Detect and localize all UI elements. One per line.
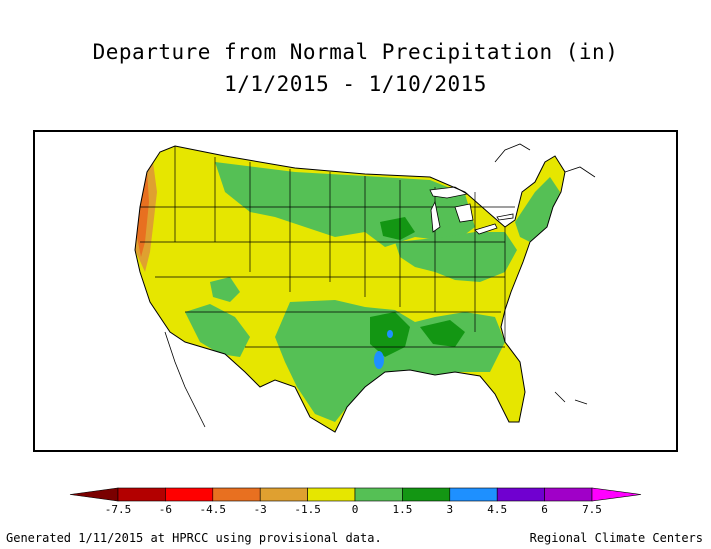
legend-box: [544, 487, 593, 502]
anomaly-fields: [135, 162, 560, 422]
legend-box: [165, 487, 214, 502]
map-title: Departure from Normal Precipitation (in): [92, 40, 619, 64]
great-lakes: [429, 186, 514, 235]
anomaly-region-upper-midwest-dark: [380, 217, 415, 240]
legend-box: [117, 487, 166, 502]
legend-tick-label: 3: [446, 503, 453, 516]
anomaly-region-carolinas-dark: [420, 320, 465, 347]
legend-box: [259, 487, 308, 502]
legend-tick-label: 4.5: [487, 503, 507, 516]
anomaly-spot-arkansas: [387, 330, 393, 338]
legend-box: [307, 487, 356, 502]
map-date-range: 1/1/2015 - 1/10/2015: [224, 72, 487, 96]
precipitation-map: [35, 132, 676, 450]
legend-tick-label: -7.5: [105, 503, 132, 516]
legend-tick-label: -3: [254, 503, 267, 516]
legend-tick-label: -4.5: [200, 503, 227, 516]
legend-arrow-low: [69, 487, 119, 502]
us-outline: [134, 145, 566, 433]
legend-box: [402, 487, 451, 502]
legend-arrow-high: [591, 487, 642, 502]
neighbor-coastlines: [164, 143, 596, 428]
color-legend: -7.5 -6 -4.5 -3 -1.5 0 1.5 3 4.5 6 7.5: [69, 487, 642, 516]
anomaly-region-southwest: [185, 304, 250, 357]
generated-note: Generated 1/11/2015 at HPRCC using provi…: [6, 531, 382, 545]
anomaly-region-ohio-valley: [395, 232, 517, 282]
legend-tick-label: 0: [352, 503, 359, 516]
anomaly-region-rockies: [210, 277, 240, 302]
legend-box: [354, 487, 403, 502]
lake-ontario: [496, 213, 514, 221]
map-frame: [33, 130, 678, 452]
legend-tick-label: -1.5: [294, 503, 321, 516]
anomaly-region-northeast: [515, 177, 560, 242]
lake-huron: [454, 203, 474, 223]
legend-tick-label: -6: [159, 503, 172, 516]
anomaly-spot-louisiana: [374, 351, 384, 369]
lake-superior: [429, 186, 469, 199]
legend-tick-label: 7.5: [582, 503, 602, 516]
legend-tick-label: 1.5: [392, 503, 412, 516]
legend-box: [449, 487, 498, 502]
legend-tick-label: 6: [541, 503, 548, 516]
lake-erie: [474, 223, 498, 235]
state-boundaries: [140, 146, 515, 348]
legend-box: [212, 487, 261, 502]
source-credit: Regional Climate Centers: [529, 531, 703, 545]
legend-box: [496, 487, 545, 502]
lake-michigan: [430, 200, 441, 233]
